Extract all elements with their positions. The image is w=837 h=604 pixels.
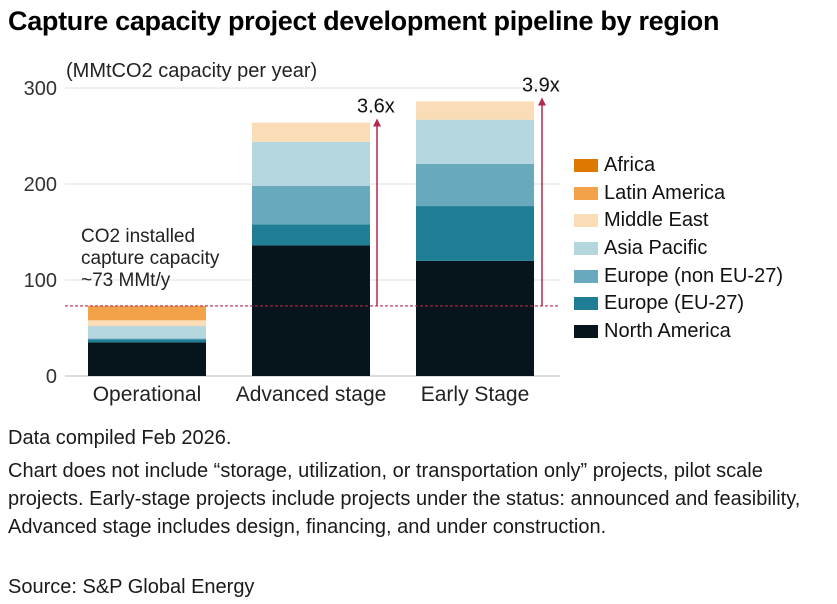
multiplier-label: 3.9x bbox=[522, 74, 560, 96]
bar-segment bbox=[88, 338, 206, 340]
legend-swatch bbox=[574, 297, 598, 311]
reference-annotation: capture capacity bbox=[81, 248, 220, 269]
unit-label: (MMtCO2 capacity per year) bbox=[66, 60, 317, 82]
bar-segment bbox=[88, 320, 206, 327]
bar-segment bbox=[252, 224, 370, 246]
chart: (MMtCO2 capacity per year) 0 100 200 300 Oper… bbox=[24, 60, 560, 406]
bar-segment bbox=[88, 342, 206, 376]
legend-item: Asia Pacific bbox=[574, 235, 783, 263]
x-tick-label: Early Stage bbox=[421, 383, 530, 406]
legend-label: Africa bbox=[604, 154, 656, 177]
y-tick-label: 100 bbox=[24, 270, 57, 292]
x-tick-label: Operational bbox=[93, 383, 202, 406]
legend-item: Latin America bbox=[574, 180, 783, 208]
legend-swatch bbox=[574, 324, 598, 338]
legend-label: Europe (non EU-27) bbox=[604, 264, 783, 287]
reference-annotation: ~73 MMt/y bbox=[81, 270, 171, 291]
bar-segment bbox=[88, 339, 206, 343]
legend-item: Africa bbox=[574, 152, 783, 180]
reference-annotation: CO2 installed bbox=[81, 226, 195, 247]
legend-label: Latin America bbox=[604, 181, 726, 204]
bar-segment bbox=[416, 206, 534, 261]
arrow-head bbox=[538, 97, 546, 106]
bar-segment bbox=[252, 245, 370, 376]
bar-segment bbox=[416, 119, 534, 164]
y-tick-label: 300 bbox=[24, 78, 57, 100]
multiplier-label: 3.6x bbox=[357, 96, 395, 118]
legend-label: Asia Pacific bbox=[604, 237, 708, 260]
bar-segment bbox=[88, 326, 206, 339]
bar-segment bbox=[416, 101, 534, 120]
bar-segment bbox=[252, 185, 370, 225]
note-date: Data compiled Feb 2026. bbox=[8, 427, 232, 449]
bar-segment bbox=[416, 260, 534, 376]
bar-segment bbox=[252, 122, 370, 142]
bar-segment bbox=[416, 163, 534, 207]
y-tick-label: 0 bbox=[46, 366, 57, 388]
legend-item: North America bbox=[574, 318, 783, 346]
legend-item: Europe (EU-27) bbox=[574, 290, 783, 318]
note-source: Source: S&P Global Energy bbox=[8, 576, 255, 598]
arrow-head bbox=[373, 118, 381, 127]
legend-item: Middle East bbox=[574, 207, 783, 235]
bar-segment bbox=[252, 141, 370, 186]
legend-swatch bbox=[574, 214, 598, 228]
legend-label: Europe (EU-27) bbox=[604, 292, 745, 315]
legend-swatch bbox=[574, 159, 598, 173]
y-tick-label: 200 bbox=[24, 174, 57, 196]
note-body: Chart does not include “storage, utiliza… bbox=[8, 460, 801, 538]
bar-segment bbox=[88, 305, 206, 321]
legend-swatch bbox=[574, 269, 598, 283]
legend-swatch bbox=[574, 186, 598, 200]
x-tick-label: Advanced stage bbox=[236, 383, 387, 406]
legend-swatch bbox=[574, 242, 598, 256]
legend-label: Middle East bbox=[604, 209, 709, 232]
legend-label: North America bbox=[604, 319, 731, 342]
chart-title: Capture capacity project development pip… bbox=[8, 6, 720, 36]
legend: Africa Latin America Middle East Asia Pacif… bbox=[574, 152, 783, 345]
legend-item: Europe (non EU-27) bbox=[574, 262, 783, 290]
